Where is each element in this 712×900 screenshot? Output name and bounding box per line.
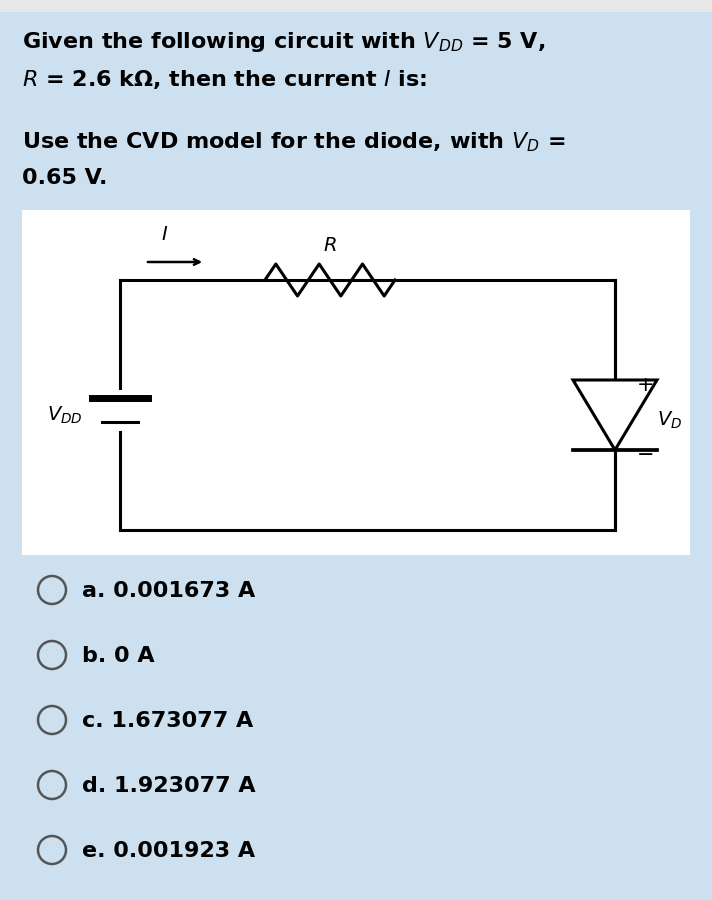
Text: +: +: [637, 375, 654, 395]
Text: e. 0.001923 A: e. 0.001923 A: [82, 841, 255, 861]
Text: −: −: [637, 445, 654, 465]
Text: $V_D$: $V_D$: [657, 410, 682, 430]
Text: Use the CVD model for the diode, with $V_D$ =: Use the CVD model for the diode, with $V…: [22, 130, 565, 154]
Text: 0.65 V.: 0.65 V.: [22, 168, 108, 188]
Text: b. 0 A: b. 0 A: [82, 646, 155, 666]
Bar: [0, 0, 712, 12]
Text: $V_{DD}$: $V_{DD}$: [47, 404, 83, 426]
Text: Given the following circuit with $V_{DD}$ = 5 V,: Given the following circuit with $V_{DD}…: [22, 30, 545, 54]
Bar: [22, 210, 690, 555]
Text: $R$ = 2.6 kΩ, then the current $I$ is:: $R$ = 2.6 kΩ, then the current $I$ is:: [22, 68, 427, 91]
Text: a. 0.001673 A: a. 0.001673 A: [82, 581, 255, 601]
Polygon shape: [573, 380, 657, 450]
Text: c. 1.673077 A: c. 1.673077 A: [82, 711, 253, 731]
Text: $I$: $I$: [162, 225, 169, 244]
Text: d. 1.923077 A: d. 1.923077 A: [82, 776, 256, 796]
Text: $R$: $R$: [323, 236, 337, 255]
